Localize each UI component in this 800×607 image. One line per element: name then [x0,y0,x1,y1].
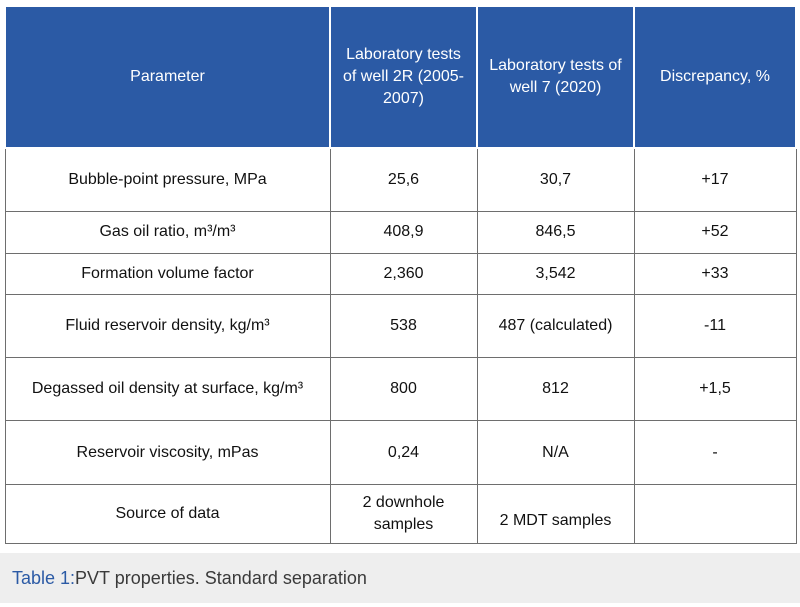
cell-discrepancy: - [633,420,797,485]
table-row: Fluid reservoir density, kg/m³ 538 487 (… [4,293,797,359]
cell-well-2r: 408,9 [329,211,478,254]
header-parameter: Parameter [4,5,331,149]
cell-parameter: Gas oil ratio, m³/m³ [4,211,331,254]
cell-well-7-text: 2 MDT samples [499,511,612,529]
cell-well-7: N/A [476,420,635,485]
cell-discrepancy: +17 [633,147,797,213]
cell-parameter: Formation volume factor [4,252,331,295]
cell-well-7: 30,7 [476,147,635,213]
cell-well-7: 3,542 [476,252,635,295]
cell-well-7: 812 [476,357,635,422]
table-header-row: Parameter Laboratory tests of well 2R (2… [4,5,797,149]
cell-well-7: 846,5 [476,211,635,254]
cell-discrepancy: +1,5 [633,357,797,422]
cell-well-2r: 538 [329,293,478,359]
cell-discrepancy: +33 [633,252,797,295]
cell-discrepancy [633,483,797,545]
caption-label: Table 1: [12,567,76,588]
table-row: Reservoir viscosity, mPas 0,24 N/A - [4,420,797,485]
table-row: Degassed oil density at surface, kg/m³ 8… [4,357,797,422]
caption-text: PVT properties. Standard separation [75,567,367,588]
cell-well-2r: 25,6 [329,147,478,213]
pvt-properties-table: Parameter Laboratory tests of well 2R (2… [4,5,797,545]
header-well-2r-tests: Laboratory tests of well 2R (2005-2007) [329,5,478,149]
cell-well-2r: 2,360 [329,252,478,295]
cell-well-2r: 2 downhole samples [329,483,478,545]
cell-parameter: Fluid reservoir density, kg/m³ [4,293,331,359]
cell-discrepancy: +52 [633,211,797,254]
header-well-7-tests: Laboratory tests of well 7 (2020) [476,5,635,149]
cell-parameter: Source of data [4,483,331,545]
cell-well-2r: 800 [329,357,478,422]
cell-parameter: Reservoir viscosity, mPas [4,420,331,485]
cell-parameter: Degassed oil density at surface, kg/m³ [4,357,331,422]
cell-parameter: Bubble-point pressure, MPa [4,147,331,213]
header-discrepancy: Discrepancy, % [633,5,797,149]
cell-well-2r: 0,24 [329,420,478,485]
table-row: Bubble-point pressure, MPa 25,6 30,7 +17 [4,147,797,213]
table-row: Formation volume factor 2,360 3,542 +33 [4,252,797,295]
pvt-table-container: Parameter Laboratory tests of well 2R (2… [4,5,797,545]
table-caption: Table 1: PVT properties. Standard separa… [0,553,800,603]
cell-discrepancy: -11 [633,293,797,359]
table-row: Gas oil ratio, m³/m³ 408,9 846,5 +52 [4,211,797,254]
cell-well-7: 2 MDT samples [476,483,635,545]
cell-well-7: 487 (calculated) [476,293,635,359]
table-row: Source of data 2 downhole samples 2 MDT … [4,483,797,545]
